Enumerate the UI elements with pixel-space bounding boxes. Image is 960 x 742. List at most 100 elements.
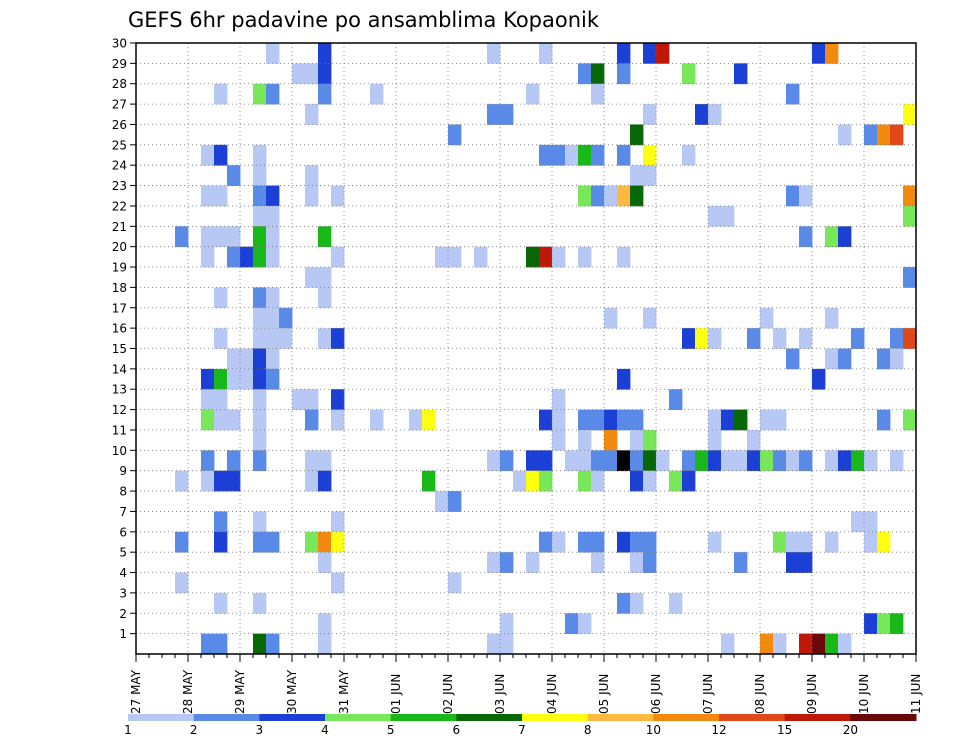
heatmap-cell [305,63,319,85]
heatmap-cell [227,450,241,472]
heatmap-cell [422,409,436,431]
heatmap-cell [253,368,267,390]
colorbar-label: 20 [843,723,858,737]
heatmap-cell [214,531,228,553]
heatmap-cell [578,470,592,492]
heatmap-cell [526,246,540,268]
y-tick-label: 22 [112,199,127,213]
y-tick-label: 29 [112,57,127,71]
heatmap-cell [864,124,878,146]
x-tick-label: 02 JUN [441,674,455,714]
heatmap-cell [838,450,852,472]
heatmap-cell [734,450,748,472]
heatmap-cell [539,450,553,472]
x-tick-label: 28 MAY [181,669,195,714]
heatmap-cell [630,470,644,492]
heatmap-cell [799,552,813,573]
heatmap-cell [526,552,540,573]
heatmap-cell [643,165,657,186]
colorbar-label: 6 [453,723,461,737]
heatmap-cell [201,185,215,207]
heatmap-cell [669,592,683,614]
heatmap-cell [604,307,618,329]
heatmap-cell [253,226,267,248]
colorbar-swatch [719,714,786,721]
heatmap-cell [760,450,774,472]
colorbar-label: 3 [256,723,264,737]
heatmap-cell [201,389,215,410]
heatmap-cell [474,246,488,268]
y-tick-label: 10 [112,444,127,458]
heatmap-cell [682,328,696,349]
heatmap-cell [435,491,449,512]
heatmap-cell [500,104,514,125]
heatmap-cell [591,552,605,573]
heatmap-cell [266,226,280,248]
heatmap-cell [253,531,267,553]
heatmap-cell [487,633,501,655]
y-tick-label: 14 [112,362,127,376]
x-tick-label: 01 JUN [389,674,403,714]
colorbar-label: 8 [584,723,592,737]
y-tick-label: 19 [112,261,127,275]
heatmap-cell [370,409,384,431]
heatmap-cell [214,226,228,248]
colorbar-swatch [390,714,457,721]
heatmap-cell [799,185,813,207]
heatmap-cell [591,144,605,166]
heatmap-cell [214,328,228,349]
heatmap-cell [643,552,657,573]
heatmap-cell [643,144,657,166]
heatmap-cell [708,104,722,125]
heatmap-cell [487,104,501,125]
heatmap-cell [201,470,215,492]
heatmap-cell [318,450,332,472]
heatmap-cell [552,409,566,431]
colorbar-label: 10 [646,723,661,737]
colorbar-swatch [193,714,260,721]
heatmap-cell [526,450,540,472]
heatmap-cell [747,429,761,451]
heatmap-cell [318,267,332,288]
heatmap-cell [201,226,215,248]
y-tick-label: 13 [112,383,127,397]
heatmap-cell [643,307,657,329]
x-tick-label: 04 JUN [545,674,559,714]
heatmap-cell [201,144,215,166]
heatmap-cell [279,307,293,329]
heatmap-cell [214,511,228,533]
heatmap-cell [630,165,644,186]
y-tick-label: 2 [119,607,127,621]
heatmap-cell [253,307,267,329]
heatmap-cell [643,450,657,472]
heatmap-cell [292,63,306,85]
heatmap-cell [838,633,852,655]
heatmap-cell [370,83,384,105]
heatmap-cell [292,389,306,410]
heatmap-cell [253,144,267,166]
heatmap-cell [786,83,800,105]
heatmap-cell [318,633,332,655]
heatmap-cell [500,450,514,472]
heatmap-cell [734,552,748,573]
heatmap-cell [201,368,215,390]
heatmap-cell [643,104,657,125]
heatmap-cell [617,592,631,614]
heatmap-cell [448,246,462,268]
y-tick-label: 28 [112,77,127,91]
heatmap-cell [838,124,852,146]
heatmap-cell [266,633,280,655]
heatmap-cell [201,633,215,655]
x-tick-label: 27 MAY [129,669,143,714]
heatmap-cell [721,633,735,655]
heatmap-cell [604,429,618,451]
heatmap-cell [318,287,332,309]
heatmap-cell [253,348,267,370]
heatmap-cell [175,572,189,594]
heatmap-cell [773,531,787,553]
chart-title: GEFS 6hr padavine po ansamblima Kopaonik [128,8,600,32]
heatmap-cell [890,613,904,635]
y-tick-label: 20 [112,240,127,254]
heatmap-cell [591,83,605,105]
heatmap-cell [591,531,605,553]
